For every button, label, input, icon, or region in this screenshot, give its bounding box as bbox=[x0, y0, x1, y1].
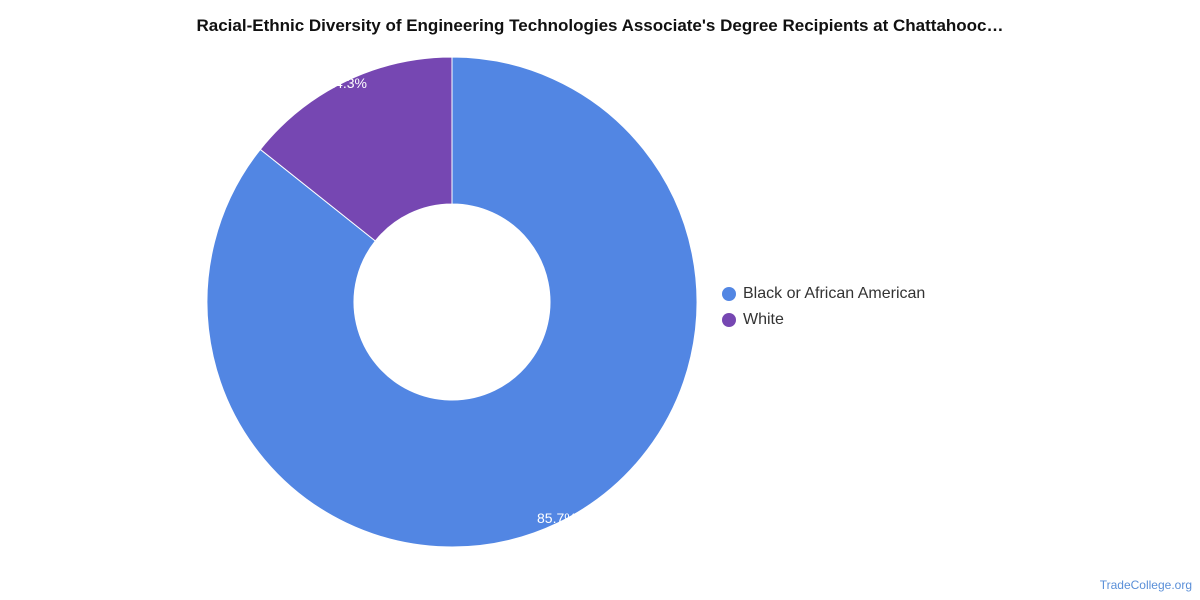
legend-swatch-icon bbox=[722, 287, 736, 301]
slice-label-white: 14.3% bbox=[327, 75, 367, 91]
legend-item-white[interactable]: White bbox=[722, 307, 925, 333]
site-watermark-link[interactable]: TradeCollege.org bbox=[1099, 578, 1192, 592]
chart-legend: Black or African American White bbox=[722, 281, 925, 333]
slice-black-or-african-american[interactable] bbox=[206, 56, 698, 548]
legend-item-black-or-african-american[interactable]: Black or African American bbox=[722, 281, 925, 307]
slice-label-black-or-african-american: 85.7% bbox=[537, 510, 577, 526]
legend-swatch-icon bbox=[722, 313, 736, 327]
slice-white[interactable] bbox=[259, 56, 453, 242]
legend-label: Black or African American bbox=[743, 285, 926, 302]
chart-title: Racial-Ethnic Diversity of Engineering T… bbox=[196, 16, 1004, 35]
legend-label: White bbox=[743, 311, 784, 328]
